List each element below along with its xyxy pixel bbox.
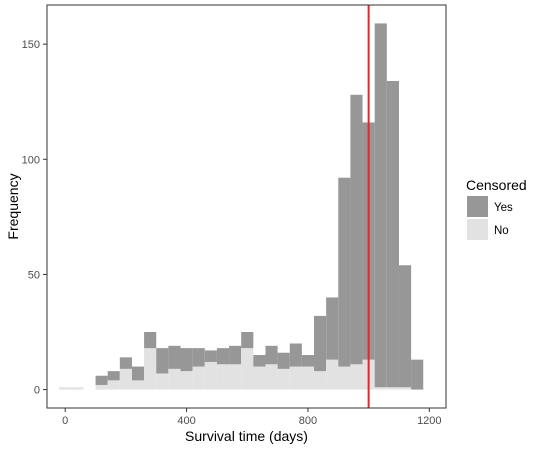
bar-no xyxy=(314,371,327,390)
bars-layer xyxy=(59,23,424,390)
bar-yes xyxy=(326,297,339,360)
bar-no xyxy=(156,373,169,390)
bar-yes xyxy=(289,343,302,367)
bar-yes xyxy=(204,350,217,362)
bar-no xyxy=(168,368,181,390)
bar-no xyxy=(301,366,315,390)
bar-yes xyxy=(338,177,351,367)
bar-no xyxy=(398,387,412,390)
legend-label-no: No xyxy=(494,225,509,237)
x-axis-title: Survival time (days) xyxy=(185,428,308,444)
x-tick-label: 1200 xyxy=(417,415,441,427)
bar-no xyxy=(107,380,120,390)
x-tick-label: 0 xyxy=(62,415,68,427)
bar-no xyxy=(338,366,351,390)
bar-no xyxy=(119,368,132,390)
bar-yes xyxy=(131,366,145,381)
y-axis-title: Frequency xyxy=(5,173,21,239)
bar-yes xyxy=(398,265,412,388)
x-axis: 0 400 800 1200 xyxy=(62,408,442,427)
bar-yes xyxy=(253,355,266,367)
bar-yes xyxy=(314,315,327,372)
bar-no xyxy=(386,387,399,390)
y-tick-label: 0 xyxy=(34,385,40,397)
legend-title: Censored xyxy=(466,177,527,193)
bar-yes xyxy=(119,357,132,369)
bar-no xyxy=(192,366,205,390)
bar-no xyxy=(59,387,72,390)
bar-yes xyxy=(301,355,315,367)
y-axis: 0 50 100 150 xyxy=(22,39,47,397)
bar-yes xyxy=(180,348,193,372)
bar-yes xyxy=(411,359,424,390)
bar-no xyxy=(95,384,108,390)
bar-no xyxy=(289,366,302,390)
legend-key-no xyxy=(467,219,488,240)
bar-no xyxy=(241,348,254,390)
legend-key-yes xyxy=(467,196,488,217)
bar-no xyxy=(204,361,217,390)
bar-no xyxy=(265,364,278,390)
bar-yes xyxy=(386,80,399,388)
panel-border xyxy=(46,4,447,409)
bar-yes xyxy=(144,332,157,349)
bar-no xyxy=(277,368,290,390)
bar-yes xyxy=(374,23,387,388)
bar-no xyxy=(216,364,230,390)
bar-yes xyxy=(168,345,181,369)
bar-no xyxy=(131,380,145,390)
bar-yes xyxy=(277,352,290,369)
bar-no xyxy=(374,387,387,390)
bar-yes xyxy=(241,332,254,349)
bar-yes xyxy=(95,375,108,385)
y-tick-label: 150 xyxy=(22,39,40,51)
bar-yes xyxy=(216,348,230,365)
bar-no xyxy=(326,359,339,390)
bar-yes xyxy=(229,345,242,365)
y-tick-label: 50 xyxy=(28,269,40,281)
bar-no xyxy=(350,364,363,390)
legend: Censored Yes No xyxy=(466,177,527,240)
legend-label-yes: Yes xyxy=(494,202,513,214)
bar-yes xyxy=(350,94,363,365)
y-tick-label: 100 xyxy=(22,154,40,166)
bar-no xyxy=(180,371,193,390)
bar-no xyxy=(144,348,157,390)
bar-no xyxy=(71,387,84,390)
x-tick-label: 400 xyxy=(177,415,195,427)
bar-yes xyxy=(265,345,278,365)
bar-no xyxy=(229,364,242,390)
bar-yes xyxy=(107,371,120,381)
bar-no xyxy=(253,366,266,390)
bar-yes xyxy=(192,348,205,367)
x-tick-label: 800 xyxy=(299,415,317,427)
bar-yes xyxy=(156,348,169,374)
